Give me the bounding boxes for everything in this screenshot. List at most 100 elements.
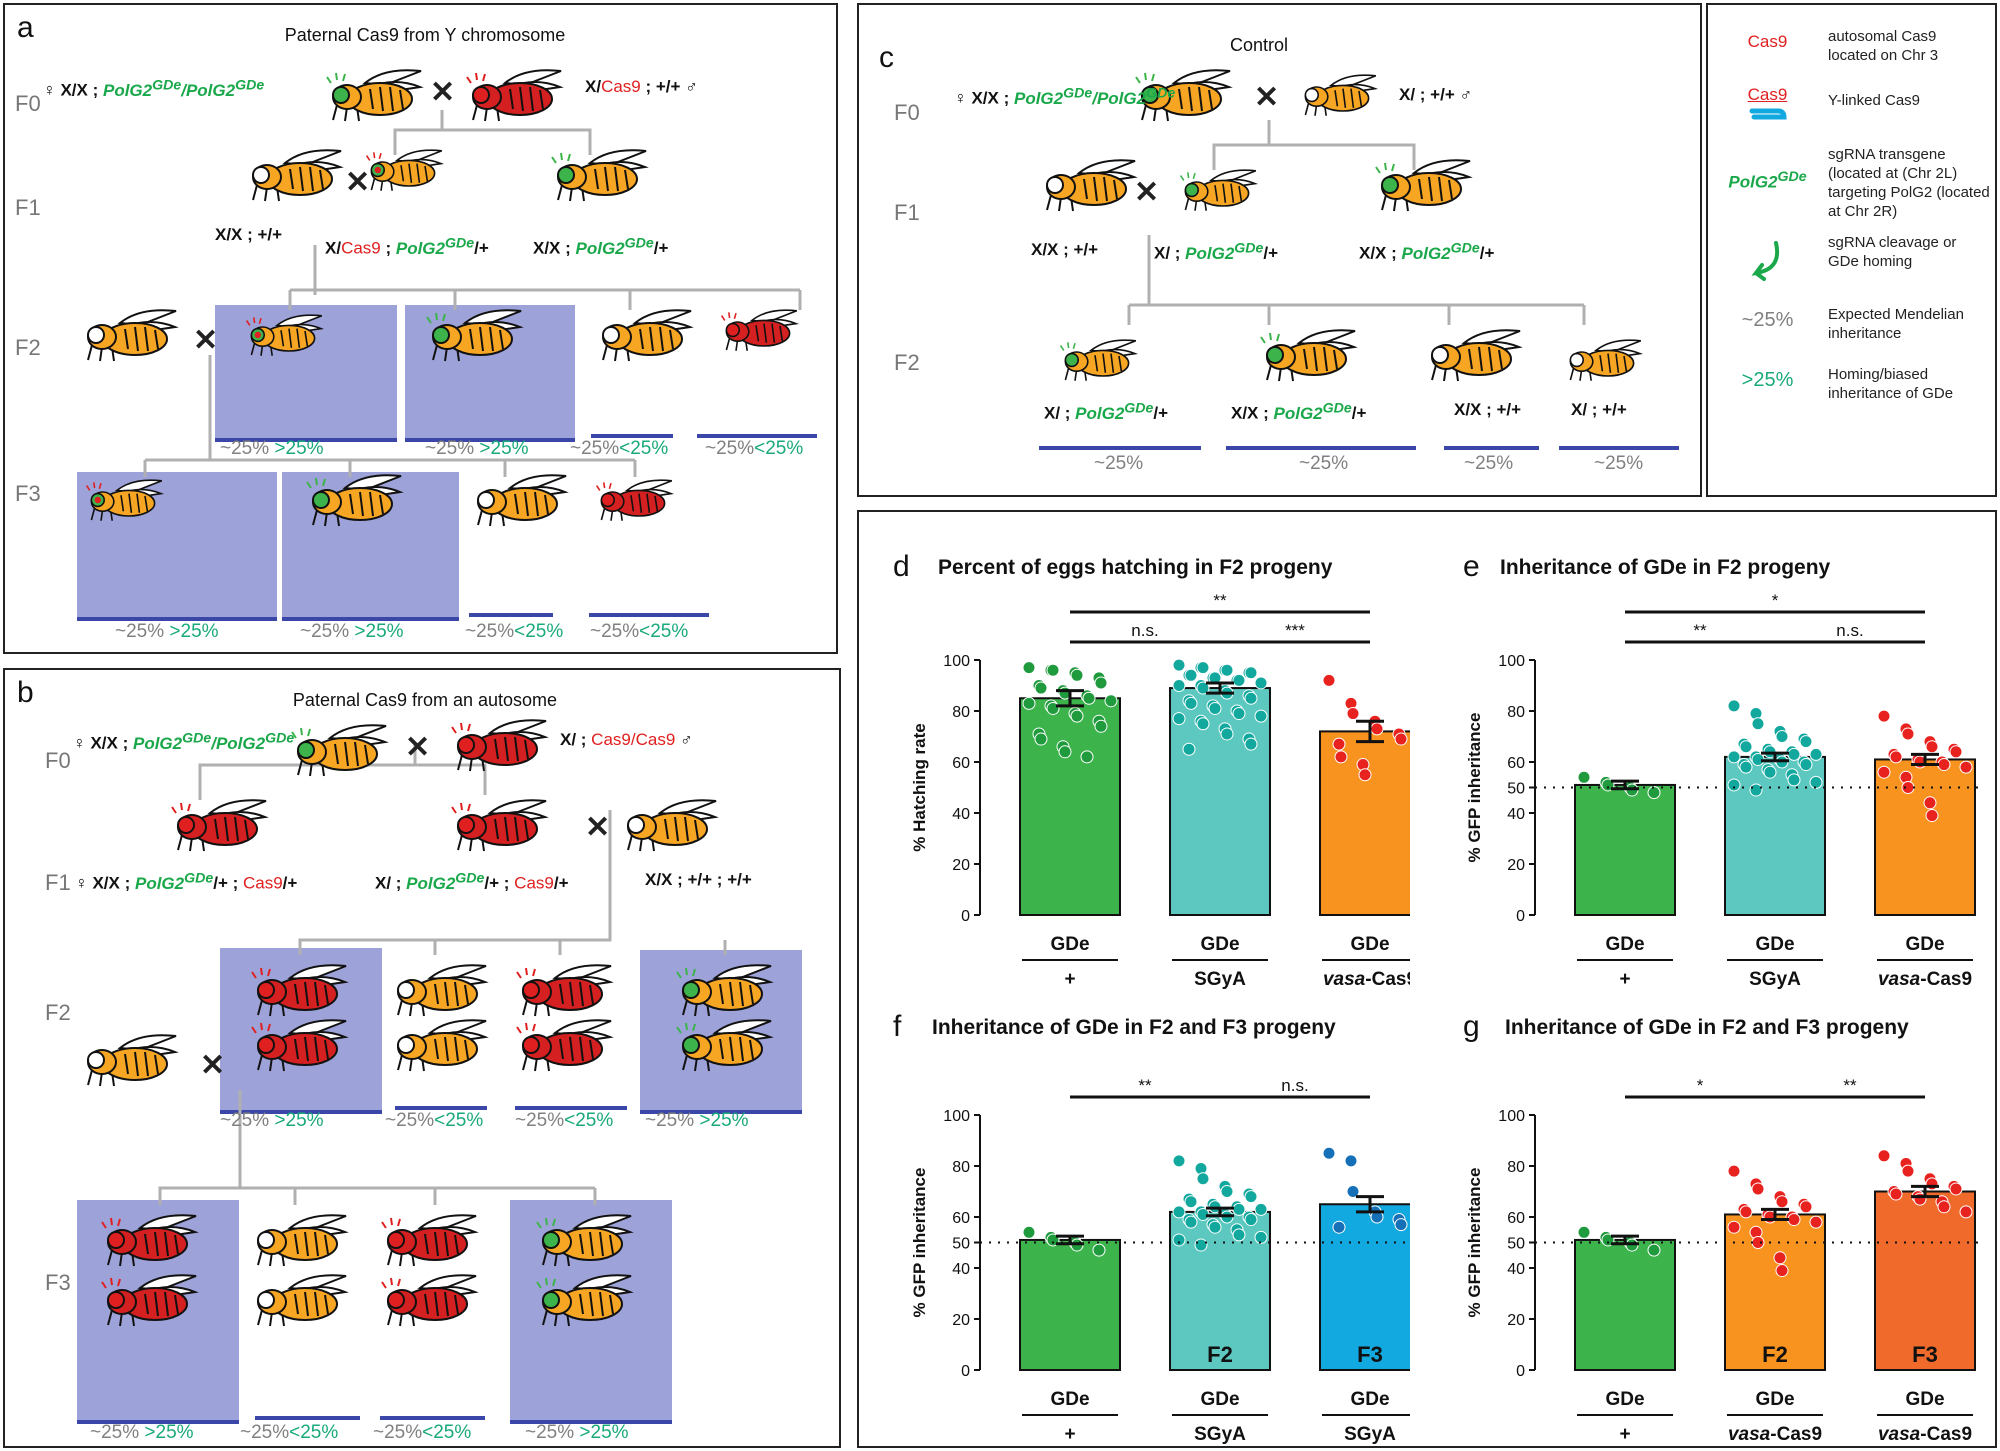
y-tick-label: 80 — [1507, 1159, 1525, 1176]
fly-icon — [620, 795, 720, 855]
fly-icon — [720, 305, 800, 355]
y-tick-label: 50 — [1507, 1236, 1525, 1253]
data-point — [1809, 1215, 1823, 1229]
significance-label: n.s. — [1836, 621, 1863, 640]
data-point — [1739, 760, 1753, 774]
f2-genotype: X/X ; PolG2GDe/+ — [1231, 400, 1367, 423]
f2-genotype: X/ ; PolG2GDe/+ — [1044, 400, 1169, 423]
significance-label: * — [1772, 591, 1779, 610]
category-bottom-label: SGyA — [1749, 969, 1801, 990]
fly-icon — [390, 1015, 490, 1075]
data-point — [1727, 699, 1741, 713]
fly-icon — [100, 1210, 200, 1270]
bar-inner-label: F3 — [1357, 1342, 1383, 1367]
data-point — [1739, 740, 1753, 754]
data-point — [1220, 663, 1234, 677]
data-point — [1394, 732, 1408, 746]
category-top-label: GDe — [1050, 934, 1089, 955]
fly-icon — [595, 475, 675, 525]
category-bottom-label: vasa-Cas9 — [1323, 969, 1410, 990]
legend-key-autosomal-cas9: Cas9 — [1747, 32, 1788, 51]
fly-icon — [100, 1270, 200, 1330]
f0-female-genotype: ♀ X/X ; PolG2GDe/PolG2GDe — [43, 77, 265, 100]
data-point — [1877, 765, 1891, 779]
y-tick-label: 60 — [1507, 755, 1525, 772]
chart-e-title: Inheritance of GDe in F2 progeny — [1500, 556, 1831, 579]
gen-label: F0 — [894, 100, 920, 125]
category-top-label: GDe — [1905, 934, 1944, 955]
data-point — [1889, 750, 1903, 764]
data-point — [1080, 750, 1094, 764]
data-point — [1254, 676, 1268, 690]
chart-f-title: Inheritance of GDe in F2 and F3 progeny — [932, 1016, 1336, 1039]
y-tick-label: 80 — [952, 704, 970, 721]
chart-f-label: f — [893, 1010, 902, 1043]
y-tick-label: 0 — [961, 1363, 970, 1380]
underline — [697, 434, 817, 438]
chart-f: 0 20 40 50 60 80 100 % GFP inheritance GDe + F2 GDe… — [910, 1076, 1410, 1445]
significance-label: * — [1697, 1076, 1704, 1095]
fly-icon — [535, 1270, 635, 1330]
data-point — [1022, 661, 1036, 675]
chart-g: 0 20 40 50 60 80 100 % GFP inheritance GDe + F2 GDe… — [1465, 1076, 1985, 1445]
data-point — [1937, 758, 1951, 772]
y-axis-label: % GFP inheritance — [1465, 713, 1484, 863]
data-point — [1901, 1164, 1915, 1178]
panel-a: a Paternal Cas9 from Y chromosome F0 F1 … — [3, 3, 838, 654]
data-point — [1244, 1190, 1258, 1204]
legend-panel: Cas9 autosomal Cas9 located on Chr 3 Cas… — [1706, 3, 1997, 497]
data-point — [1172, 679, 1186, 692]
chart-d-title: Percent of eggs hatching in F2 progeny — [938, 556, 1333, 579]
fly-icon — [245, 145, 345, 205]
data-point — [1647, 1243, 1661, 1257]
fly-icon — [1259, 325, 1359, 385]
data-point — [1208, 1220, 1222, 1234]
chart-e: 0 20 40 50 60 80 100 % GFP inheritance GDe + GDe SG… — [1465, 591, 1985, 990]
category-bottom-label: vasa-Cas9 — [1728, 1424, 1822, 1445]
cross-icon: ✕ — [200, 1049, 226, 1082]
data-point — [1322, 1146, 1336, 1160]
data-point — [1346, 1185, 1360, 1198]
significance-label: n.s. — [1281, 1076, 1308, 1095]
data-point — [1196, 717, 1210, 731]
data-point — [1058, 745, 1072, 759]
fly-icon — [1059, 335, 1139, 385]
fly-icon — [80, 305, 180, 365]
ratio-label: ~25% >25% — [525, 1422, 629, 1443]
pedigree-lines — [1127, 120, 1586, 325]
f1-genotype: X/Cas9 ; PolG2GDe/+ — [325, 235, 489, 258]
gen-label: F0 — [45, 748, 71, 773]
fly-icon — [1179, 165, 1259, 215]
data-point — [1332, 737, 1346, 751]
fly-icon — [290, 720, 390, 780]
legend-key-y-linked-cas9: Cas9 — [1747, 85, 1788, 104]
data-point — [1346, 707, 1360, 721]
category-top-label: GDe — [1350, 1389, 1389, 1410]
data-point — [1787, 747, 1801, 761]
data-point — [1877, 709, 1891, 723]
y-tick-label: 0 — [1516, 1363, 1525, 1380]
y-tick-label: 20 — [1507, 857, 1525, 874]
fly-icon — [80, 1030, 180, 1090]
ratio-label: ~25% >25% — [220, 438, 324, 459]
data-point — [1799, 1200, 1813, 1214]
data-point — [1196, 681, 1210, 695]
fly-icon — [675, 960, 775, 1020]
pedigree-lines — [158, 745, 727, 1205]
data-point — [1751, 717, 1765, 731]
fly-icon — [390, 960, 490, 1020]
y-axis-label: % GFP inheritance — [1465, 1168, 1484, 1318]
category-top-label: GDe — [1755, 934, 1794, 955]
data-point — [1959, 760, 1973, 774]
category-bottom-label: + — [1619, 1424, 1630, 1445]
y-tick-label: 40 — [1507, 806, 1525, 823]
y-tick-label: 80 — [952, 1159, 970, 1176]
fly-icon — [1039, 155, 1139, 215]
y-tick-label: 50 — [1507, 781, 1525, 798]
significance-label: ** — [1843, 1076, 1857, 1095]
data-point — [1901, 781, 1915, 794]
fly-icon — [325, 65, 425, 125]
data-point — [1046, 663, 1060, 677]
category-bottom-label: vasa-Cas9 — [1878, 969, 1972, 990]
f0-female-genotype: ♀ X/X ; PolG2GDe/PolG2GDe — [73, 730, 295, 753]
